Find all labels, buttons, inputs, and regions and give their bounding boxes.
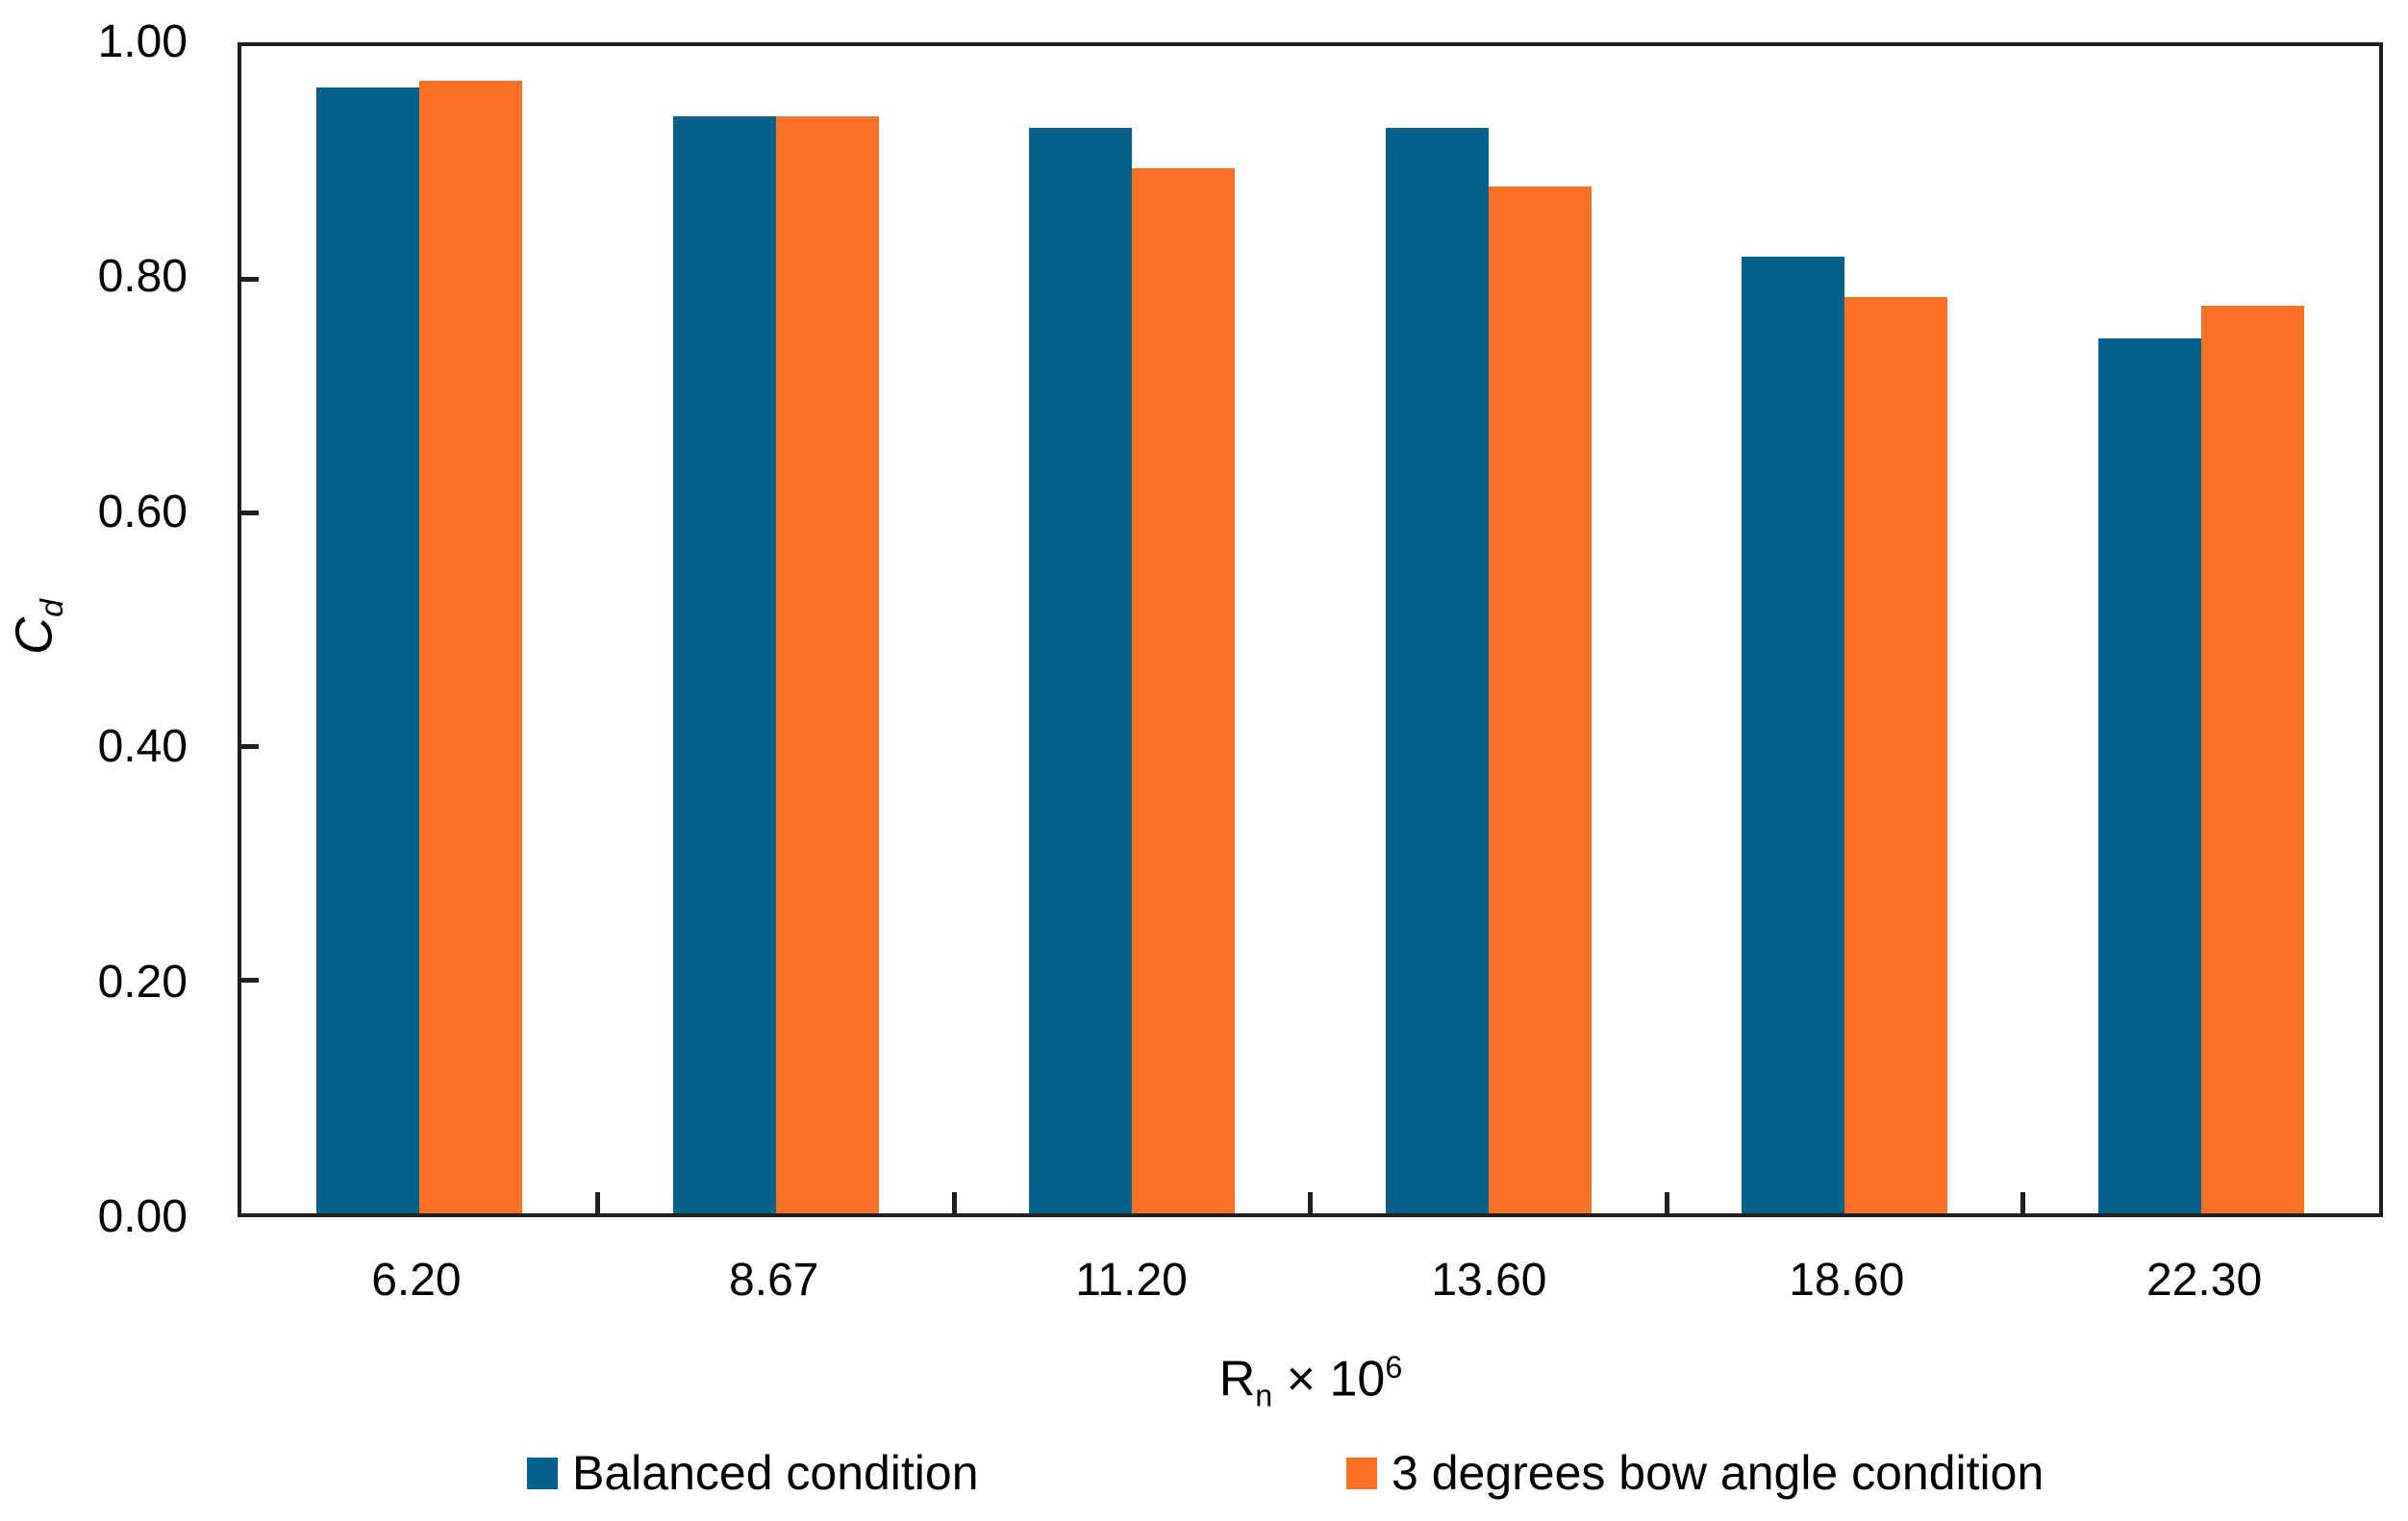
category-group-18.60 <box>1667 46 2023 1213</box>
bar-series2-11.20 <box>1132 168 1236 1213</box>
y-tick-label-0.40: 0.40 <box>97 721 188 773</box>
plot-area <box>238 42 2383 1217</box>
legend-swatch-series2 <box>1346 1457 1377 1489</box>
x-tick-label-6.20: 6.20 <box>371 1255 462 1306</box>
x-axis-title: Rn × 106 <box>1218 1350 1403 1413</box>
y-tick-label-0.20: 0.20 <box>97 956 188 1008</box>
x-tick-label-22.30: 22.30 <box>2146 1255 2263 1306</box>
y-tick-label-0.60: 0.60 <box>97 486 188 537</box>
legend: Balanced condition 3 degrees bow angle co… <box>0 1438 2408 1508</box>
x-axis-title-sub: n <box>1255 1378 1273 1413</box>
x-tick-label-13.60: 13.60 <box>1431 1255 1547 1306</box>
category-group-11.20 <box>954 46 1311 1213</box>
category-group-6.20 <box>241 46 598 1213</box>
x-tick-label-8.67: 8.67 <box>729 1255 819 1306</box>
legend-label-series2: 3 degrees bow angle condition <box>1392 1446 2044 1500</box>
bar-series1-13.60 <box>1385 127 1489 1213</box>
bar-series2-18.60 <box>1844 297 1948 1213</box>
y-tick-mark-0.60 <box>241 511 259 516</box>
y-tick-mark-0.20 <box>241 977 259 983</box>
x-tick-mark-3 <box>1308 1192 1313 1213</box>
y-axis-title-sub: d <box>35 599 71 617</box>
bar-series2-8.67 <box>775 115 879 1213</box>
y-tick-mark-0.40 <box>241 743 259 749</box>
bar-series1-22.30 <box>2097 337 2201 1213</box>
category-group-8.67 <box>598 46 955 1213</box>
x-tick-mark-4 <box>1664 1192 1669 1213</box>
bar-series2-22.30 <box>2200 305 2304 1213</box>
x-axis-title-sup: 6 <box>1385 1350 1403 1384</box>
x-tick-mark-5 <box>2020 1192 2025 1213</box>
legend-label-series1: Balanced condition <box>572 1446 979 1500</box>
bar-series1-11.20 <box>1029 127 1133 1213</box>
y-tick-label-0.80: 0.80 <box>97 251 188 303</box>
y-tick-mark-0.80 <box>241 277 259 283</box>
bar-series1-18.60 <box>1742 256 1845 1213</box>
category-group-22.30 <box>2023 46 2380 1213</box>
legend-item-series1: Balanced condition <box>527 1438 979 1508</box>
x-tick-mark-1 <box>595 1192 600 1213</box>
x-axis-title-base: R <box>1218 1351 1256 1408</box>
x-tick-label-11.20: 11.20 <box>1075 1255 1188 1306</box>
x-tick-label-18.60: 18.60 <box>1789 1255 1905 1306</box>
bar-series2-13.60 <box>1488 186 1592 1213</box>
x-tick-mark-2 <box>951 1192 957 1213</box>
legend-swatch-series1 <box>527 1457 558 1489</box>
bar-series2-6.20 <box>419 81 523 1213</box>
legend-item-series2: 3 degrees bow angle condition <box>1346 1438 2044 1508</box>
y-axis-title-base: C <box>5 616 63 655</box>
bar-series1-8.67 <box>672 115 776 1213</box>
category-group-13.60 <box>1311 46 1668 1213</box>
y-axis-title: Cd <box>5 599 71 655</box>
x-axis-title-times: × 10 <box>1272 1351 1386 1408</box>
y-tick-label-0.00: 0.00 <box>97 1191 188 1242</box>
bars-row <box>241 46 2379 1213</box>
y-tick-label-1.00: 1.00 <box>97 16 188 67</box>
bar-series1-6.20 <box>316 87 420 1213</box>
